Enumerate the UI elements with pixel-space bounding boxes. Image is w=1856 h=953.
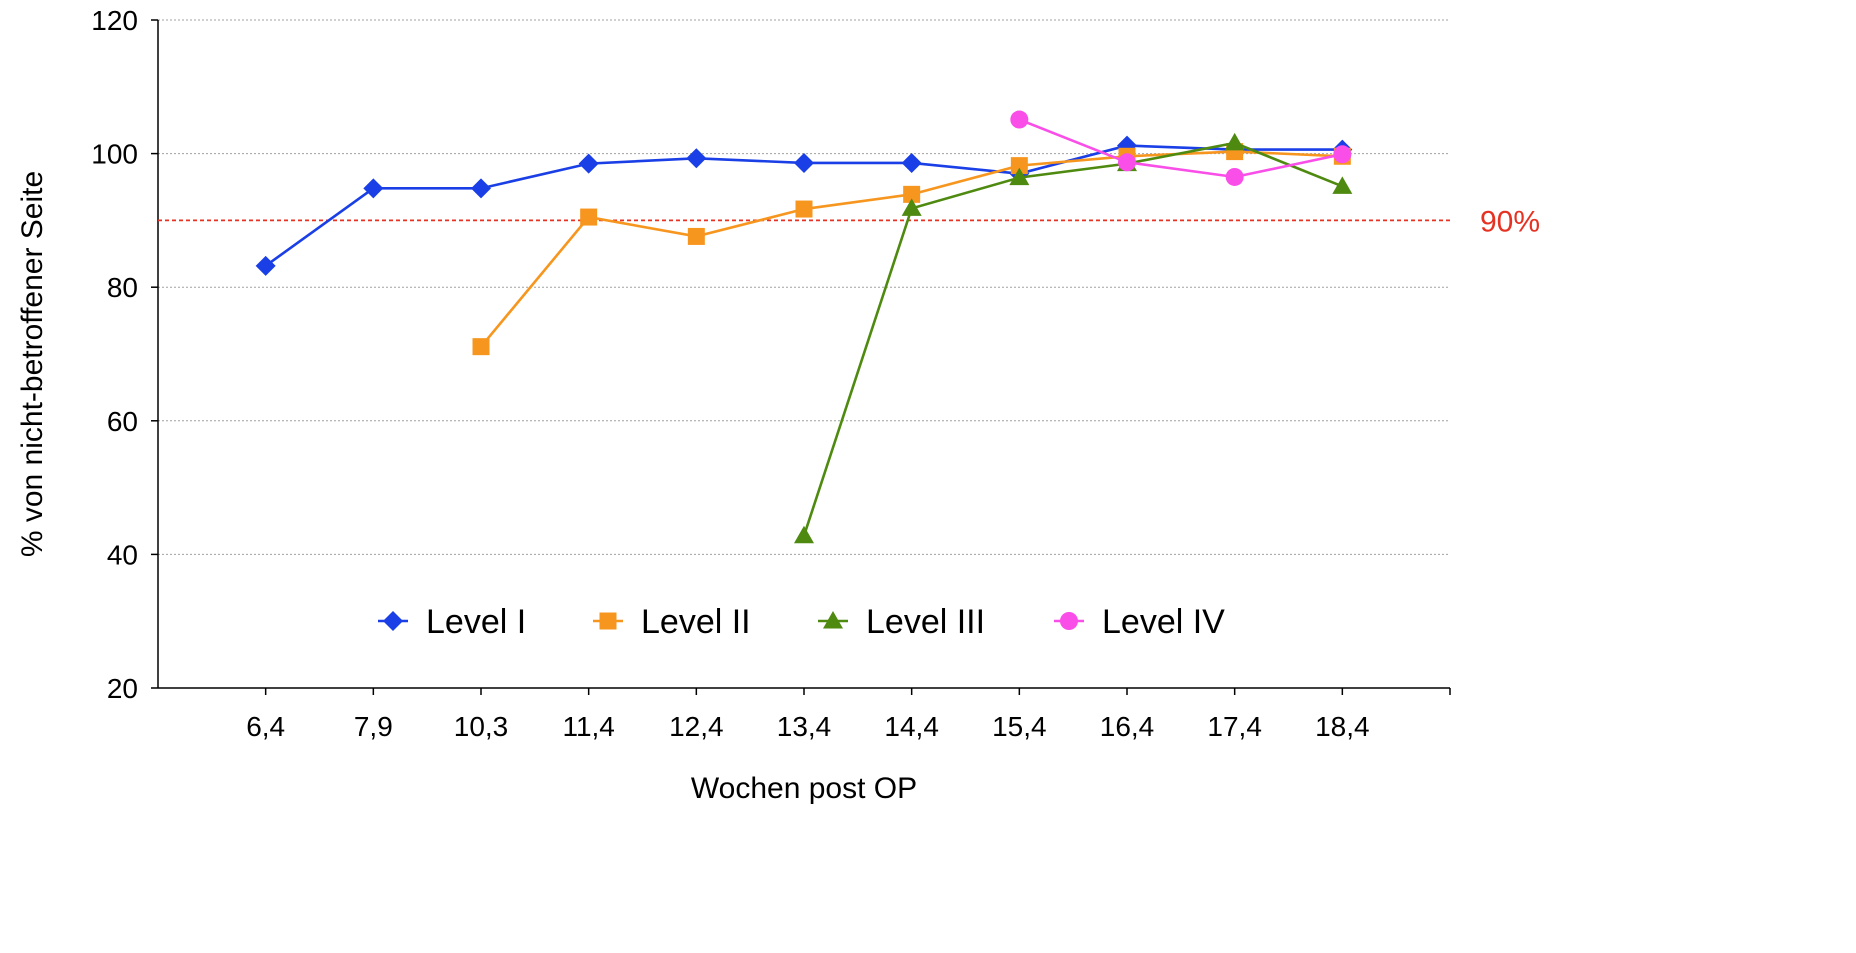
x-tick-label: 10,3 [454,711,509,742]
data-point [795,200,813,218]
y-tick-label: 100 [91,139,138,170]
data-point [686,148,707,169]
legend-marker [823,611,843,629]
data-point [363,178,384,199]
data-point [1010,157,1028,175]
data-point [580,208,598,226]
legend-marker [599,612,617,630]
data-point [1332,176,1353,194]
x-tick-label: 12,4 [669,711,724,742]
data-point [1224,132,1245,151]
data-point [255,255,276,276]
series-group [255,110,1353,544]
data-point [1010,110,1029,129]
data-point [687,227,705,245]
series-3 [794,132,1353,544]
series-4 [1010,110,1352,186]
data-point [578,153,599,174]
x-tick-label: 15,4 [992,711,1047,742]
legend-marker [1060,612,1078,630]
legend-label: Level III [866,603,985,641]
data-point [794,152,814,173]
legend-label: Level I [426,603,526,641]
x-axis-ticks: 6,4 7,9 10,3 11,4 12,4 13,4 14,4 15,4 16,4 17,4 18… [246,688,1451,742]
legend-item: Level I [378,603,526,641]
x-tick-label: 16,4 [1100,711,1155,742]
y-tick-label: 60 [107,406,138,437]
data-point [472,338,490,356]
y-axis-ticks: 20 40 60 80 100 120 [91,5,158,704]
y-tick-label: 40 [107,539,138,570]
series-line [802,141,1343,537]
y-tick-label: 120 [91,5,138,36]
x-tick-label: 14,4 [884,711,939,742]
series-line [1018,118,1343,179]
reference-line-group: 90% [158,205,1540,238]
data-point [1333,145,1352,164]
axes [157,20,1450,689]
data-point [901,198,922,216]
y-tick-label: 80 [107,272,138,303]
data-point [794,525,814,544]
x-tick-label: 6,4 [246,711,285,742]
data-point [1009,167,1030,186]
data-point [471,178,491,199]
x-tick-label: 17,4 [1207,711,1262,742]
legend-item: Level III [818,603,985,641]
data-point [1225,167,1244,186]
x-axis-title: Wochen post OP [691,772,917,805]
x-tick-label: 18,4 [1315,711,1370,742]
data-point [903,185,921,203]
data-point [1118,153,1136,172]
reference-line-label: 90% [1480,205,1540,238]
legend-label: Level II [641,603,751,641]
data-point [901,152,922,173]
legend-item: Level IV [1054,603,1225,641]
gridlines [158,19,1450,555]
legend-marker [383,611,403,631]
legend-label: Level IV [1102,603,1225,641]
y-tick-label: 20 [107,673,138,704]
x-tick-label: 11,4 [562,711,614,742]
legend-item: Level II [593,603,751,641]
x-tick-label: 13,4 [777,711,832,742]
series-line [480,150,1343,348]
legend: Level I Level II Level III Level IV [378,603,1225,641]
y-axis-title: % von nicht-betroffener Seite [16,171,49,557]
x-tick-label: 7,9 [354,711,393,742]
